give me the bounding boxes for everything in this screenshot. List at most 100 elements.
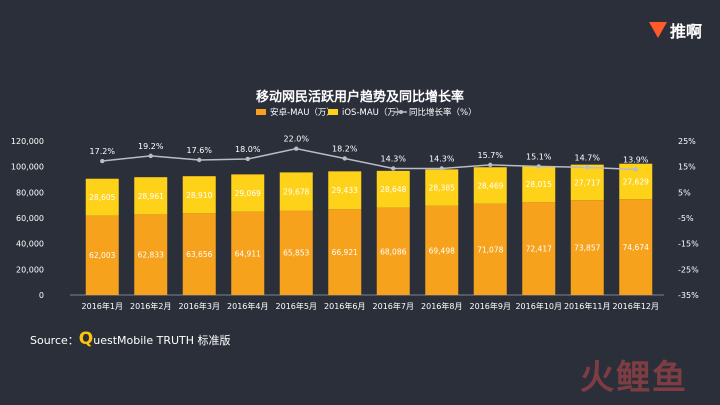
data-label-android: 62,833: [138, 251, 164, 260]
bar-android: [85, 215, 119, 295]
bar-ios: [522, 166, 556, 203]
growth-label: 14.3%: [381, 154, 407, 163]
bar-android: [619, 199, 653, 295]
growth-point: [391, 166, 396, 171]
source-prefix: Source：: [30, 334, 79, 347]
source-note: Source：QuestMobile TRUTH 标准版: [30, 329, 231, 349]
y-right-tick: 25%: [678, 137, 696, 146]
bar-ios: [425, 169, 459, 206]
data-label-ios: 28,469: [477, 182, 503, 191]
data-label-ios: 28,648: [380, 185, 406, 194]
data-label-android: 63,656: [186, 250, 212, 259]
y-right-tick: 15%: [678, 163, 696, 172]
legend-label-2: 同比增长率（%）: [409, 107, 477, 118]
bar-android: [570, 200, 604, 295]
y-left-tick: 40,000: [16, 240, 44, 249]
x-tick: 2016年1月: [82, 301, 123, 311]
x-tick: 2016年9月: [470, 301, 511, 311]
y-left-tick: 80,000: [16, 188, 44, 197]
bar-ios: [134, 177, 168, 215]
x-tick: 2016年8月: [421, 301, 462, 311]
bar-android: [328, 209, 362, 295]
legend-swatch-0: [256, 109, 266, 115]
x-tick: 2016年12月: [612, 301, 659, 311]
data-label-android: 71,078: [477, 245, 503, 254]
brand-logo: 推啊: [648, 18, 702, 42]
data-label-android: 62,003: [89, 251, 115, 260]
growth-label: 19.2%: [138, 142, 164, 151]
data-label-ios: 28,605: [89, 193, 115, 202]
series-line-growth: [102, 147, 636, 171]
data-label-ios: 27,629: [623, 177, 649, 186]
bar-ios: [376, 170, 410, 208]
watermark: 火鲤鱼: [580, 358, 688, 398]
data-label-android: 74,674: [623, 243, 649, 252]
data-label-ios: 27,717: [574, 178, 600, 187]
y-left-tick: 100,000: [11, 163, 44, 172]
y-left-tick: 0: [39, 291, 44, 300]
x-tick: 2016年2月: [130, 301, 171, 311]
bar-ios: [231, 174, 265, 212]
data-label-android: 73,857: [574, 244, 600, 253]
legend-swatch-1: [328, 109, 338, 115]
data-label-ios: 29,069: [235, 189, 261, 198]
bar-android: [376, 207, 410, 295]
bar-ios: [473, 167, 507, 204]
bar-android: [473, 203, 507, 295]
growth-point: [100, 158, 105, 164]
growth-point: [439, 166, 444, 171]
x-tick: 2016年5月: [276, 301, 317, 311]
x-tick: 2016年10月: [515, 301, 562, 311]
legend-label-1: iOS-MAU（万）: [342, 107, 404, 118]
growth-point: [148, 153, 153, 159]
growth-label: 18.0%: [235, 145, 261, 154]
data-label-android: 68,086: [380, 247, 406, 256]
growth-point: [342, 156, 347, 161]
bar-android: [231, 211, 265, 295]
bar-android: [522, 202, 556, 295]
y-right-tick: -35%: [678, 291, 699, 300]
x-tick: 2016年7月: [373, 301, 414, 311]
growth-point: [536, 164, 541, 169]
data-label-android: 65,853: [283, 249, 309, 258]
bar-ios: [85, 178, 119, 216]
y-left-tick: 60,000: [16, 214, 44, 223]
data-label-ios: 28,015: [526, 180, 552, 189]
growth-label: 18.2%: [332, 144, 358, 153]
bar-ios: [328, 171, 362, 210]
y-right-tick: 5%: [678, 188, 691, 197]
y-right-tick: -15%: [678, 240, 699, 249]
y-right-tick: -5%: [678, 214, 694, 223]
data-label-android: 66,921: [332, 248, 358, 257]
growth-point: [294, 146, 299, 151]
source-q: Q: [78, 329, 94, 349]
growth-label: 17.6%: [187, 146, 213, 155]
x-tick: 2016年4月: [227, 301, 268, 311]
bar-android: [279, 210, 313, 295]
bar-ios: [570, 164, 604, 201]
brand-name: 推啊: [669, 22, 702, 41]
data-label-ios: 28,910: [186, 191, 212, 200]
growth-point: [488, 162, 493, 168]
data-label-ios: 29,678: [283, 187, 309, 196]
growth-label: 14.3%: [429, 154, 455, 163]
bar-android: [182, 213, 216, 295]
growth-point: [633, 167, 638, 172]
data-label-android: 64,911: [235, 249, 261, 258]
growth-point: [585, 165, 590, 170]
data-label-ios: 28,961: [138, 192, 164, 201]
source-text: uestMobile TRUTH 标准版: [93, 334, 231, 347]
legend-swatch-dot-2: [399, 110, 403, 114]
growth-label: 14.7%: [575, 153, 601, 162]
growth-label: 22.0%: [284, 135, 310, 144]
growth-point: [197, 157, 202, 163]
bar-ios: [182, 176, 216, 214]
data-label-android: 72,417: [526, 245, 552, 254]
growth-point: [245, 156, 250, 162]
x-tick: 2016年3月: [179, 301, 220, 311]
bar-ios: [279, 172, 313, 211]
y-right-tick: -25%: [678, 265, 699, 274]
data-label-ios: 29,433: [332, 186, 358, 195]
chart-title: 移动网民活跃用户趋势及同比增长率: [256, 89, 464, 105]
